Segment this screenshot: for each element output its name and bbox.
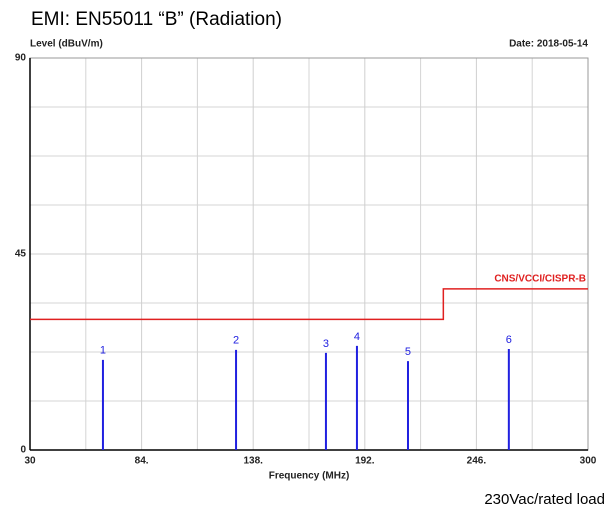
x-tick-label: 192. (355, 456, 375, 467)
limit-line-label: CNS/VCCI/CISPR-B (494, 273, 586, 284)
y-tick-label: 90 (15, 53, 27, 64)
x-tick-label: 246. (467, 456, 487, 467)
point-label: 6 (506, 334, 512, 346)
limit-line (30, 288, 588, 321)
point-label: 1 (100, 345, 106, 357)
x-tick-label: 300 (580, 456, 597, 467)
y-tick-label: 45 (15, 249, 27, 260)
y-tick-label: 0 (20, 445, 26, 456)
point-label: 4 (354, 331, 360, 343)
point-label: 5 (405, 346, 411, 358)
y-axis-label: Level (dBuV/m) (30, 39, 103, 50)
footer: 230Vac/rated load (484, 491, 605, 508)
x-tick-label: 84. (135, 456, 149, 467)
x-tick-label: 138. (243, 456, 263, 467)
chart-title: EMI: EN55011 “B” (Radiation) (31, 9, 282, 30)
date: Date: 2018-05-14 (509, 39, 588, 50)
point-label: 3 (323, 338, 329, 350)
x-tick-label: 30 (24, 456, 36, 467)
point-label: 2 (233, 335, 239, 347)
x-axis-label: Frequency (MHz) (269, 471, 350, 482)
